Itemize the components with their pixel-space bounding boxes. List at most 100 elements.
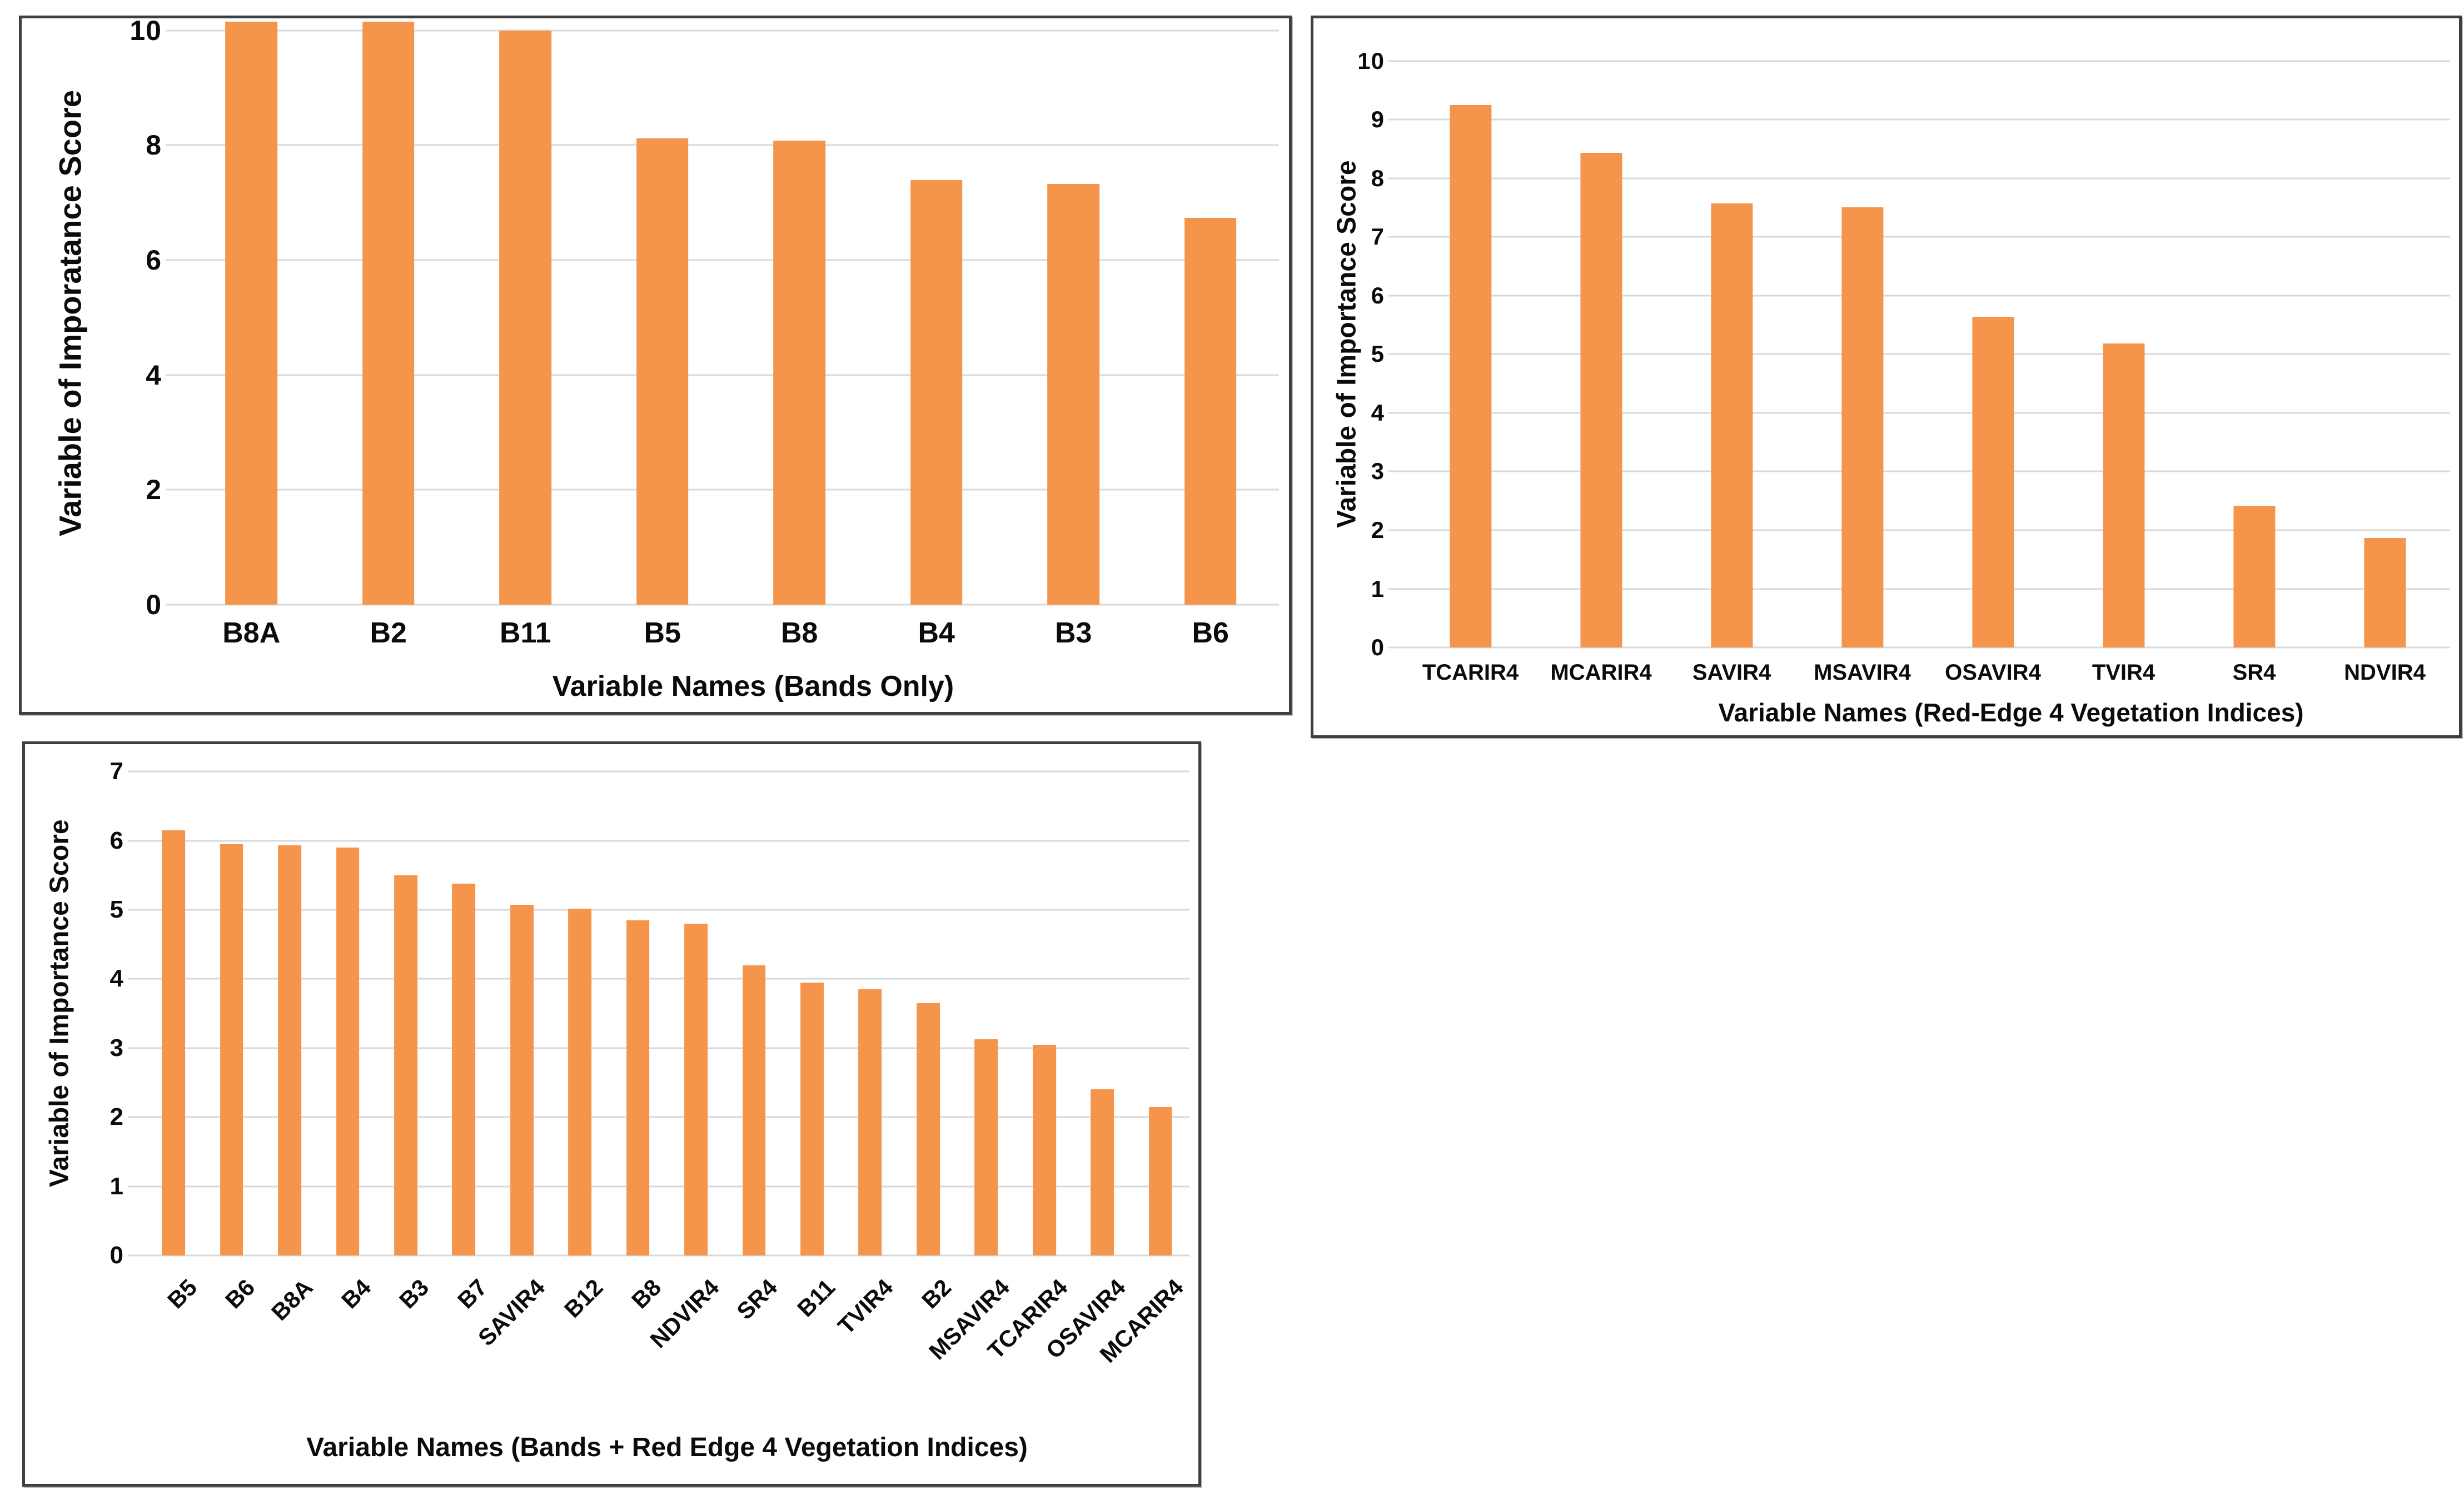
- y-tick-label: 1: [1371, 575, 1385, 602]
- bar-slot: [1797, 41, 1928, 647]
- bar-SAVIR4: [510, 905, 534, 1255]
- x-label-slot: SR4: [2189, 660, 2319, 694]
- y-tick-label: 2: [1371, 517, 1385, 543]
- x-tick-label: B11: [499, 617, 551, 649]
- gridline: [128, 978, 1189, 980]
- x-label-slot: B8A: [183, 617, 320, 656]
- bar-slot: [145, 751, 202, 1255]
- x-axis-title: Variable Names (Red-Edge 4 Vegetation In…: [1718, 698, 2304, 727]
- plot-area: [166, 22, 1280, 606]
- bar-slot: [457, 22, 594, 605]
- bar-OSAVIR4: [1972, 316, 2014, 647]
- x-tick-label: B3: [1055, 617, 1092, 649]
- x-label-slot: B3: [377, 1261, 435, 1411]
- bar-slot: [1536, 41, 1666, 647]
- bar-slot: [899, 751, 957, 1255]
- x-label-slot: B5: [145, 1261, 202, 1411]
- x-label-slot: MCARIR4: [1536, 660, 1666, 694]
- bar-slot: [1142, 22, 1280, 605]
- bar-slot: [202, 751, 260, 1255]
- x-label-slot: NDVIR4: [2319, 660, 2450, 694]
- x-tick-label: B2: [917, 1274, 957, 1314]
- bar-slot: [841, 751, 899, 1255]
- gridline: [166, 259, 1279, 261]
- x-label-slot: B11: [457, 617, 594, 656]
- bar-NDVIR4: [2363, 537, 2406, 647]
- bar-SR4: [2233, 505, 2276, 647]
- gridline: [1388, 295, 2450, 297]
- bar-B8: [773, 140, 826, 605]
- bar-slot: [551, 751, 609, 1255]
- y-tick-label: 1: [109, 1172, 124, 1200]
- x-axis-title: Variable Names (Bands Only): [552, 670, 954, 702]
- x-tick-label: OSAVIR4: [1945, 660, 2041, 685]
- bar-B8A: [225, 22, 278, 605]
- bar-slot: [1928, 41, 2058, 647]
- gridline: [1388, 529, 2450, 531]
- x-tick-label: B6: [220, 1274, 260, 1314]
- y-axis-tick-labels: 0 1 2 3 4 5 6 7 8 9 10: [1313, 41, 1385, 659]
- bar-MCARIR4: [1580, 152, 1622, 647]
- x-label-slot: B11: [783, 1261, 841, 1411]
- bar-SAVIR4: [1710, 203, 1753, 647]
- x-tick-label: B4: [918, 617, 955, 649]
- y-tick-label: 2: [146, 474, 162, 506]
- y-tick-label: 4: [146, 359, 162, 391]
- y-tick-label: 7: [1371, 223, 1385, 250]
- bar-TVIR4: [2102, 343, 2145, 647]
- bar-TCARIR4: [1032, 1044, 1056, 1255]
- bar-TCARIR4: [1449, 105, 1492, 647]
- bar-B2: [917, 1003, 940, 1255]
- x-label-slot: SAVIR4: [1666, 660, 1797, 694]
- gridline: [128, 909, 1189, 911]
- bar-SR4: [742, 965, 766, 1255]
- x-tick-label: B5: [162, 1274, 202, 1314]
- bar-B2: [362, 22, 415, 605]
- bar-MSAVIR4: [974, 1039, 998, 1255]
- x-tick-label: B8A: [222, 617, 281, 649]
- bar-slot: [377, 751, 435, 1255]
- plot-area: [128, 751, 1189, 1257]
- bar-slot: [1131, 751, 1189, 1255]
- bar-slot: [2058, 41, 2189, 647]
- bar-B8A: [278, 845, 301, 1255]
- x-tick-label: SR4: [2232, 660, 2276, 685]
- y-tick-label: 3: [1371, 458, 1385, 485]
- x-label-slot: SAVIR4: [473, 1261, 551, 1411]
- x-label-slot: TVIR4: [2058, 660, 2189, 694]
- y-tick-label: 8: [146, 129, 162, 161]
- y-tick-label: 6: [109, 826, 124, 854]
- bar-B6: [1184, 218, 1237, 605]
- y-tick-label: 0: [146, 589, 162, 620]
- bar-B4: [910, 180, 963, 605]
- bar-B7: [452, 883, 476, 1255]
- x-label-slot: B12: [551, 1261, 609, 1411]
- y-axis-tick-labels: 0 2 4 6 8 10: [22, 17, 162, 619]
- x-label-slot: B2: [320, 617, 457, 656]
- x-tick-label: SR4: [731, 1274, 783, 1325]
- bar-B4: [336, 848, 360, 1255]
- x-tick-label: B4: [336, 1274, 376, 1314]
- bar-slot: [783, 751, 841, 1255]
- x-tick-label: B12: [559, 1274, 608, 1323]
- y-tick-label: 10: [130, 14, 162, 46]
- bar-B12: [568, 908, 592, 1255]
- x-tick-label: MSAVIR4: [1814, 660, 1911, 685]
- gridline: [166, 29, 1279, 32]
- bar-B5: [636, 138, 689, 605]
- x-label-slot: B6: [1142, 617, 1280, 656]
- x-tick-label: B11: [792, 1274, 840, 1322]
- gridline: [1388, 412, 2450, 414]
- x-tick-label: B5: [644, 617, 681, 649]
- y-tick-label: 5: [1371, 341, 1385, 367]
- bar-series: [145, 751, 1189, 1255]
- gridline: [128, 1254, 1189, 1257]
- y-tick-label: 4: [1371, 399, 1385, 426]
- bar-NDVIR4: [684, 923, 708, 1255]
- y-tick-label: 6: [146, 244, 162, 276]
- x-axis-tick-labels: TCARIR4 MCARIR4 SAVIR4 MSAVIR4 OSAVIR4 TVIR4 S…: [1405, 660, 2450, 694]
- y-tick-label: 10: [1357, 47, 1385, 74]
- y-tick-label: 5: [109, 896, 124, 924]
- x-tick-label: B8A: [266, 1274, 318, 1325]
- x-label-slot: TVIR4: [833, 1261, 899, 1411]
